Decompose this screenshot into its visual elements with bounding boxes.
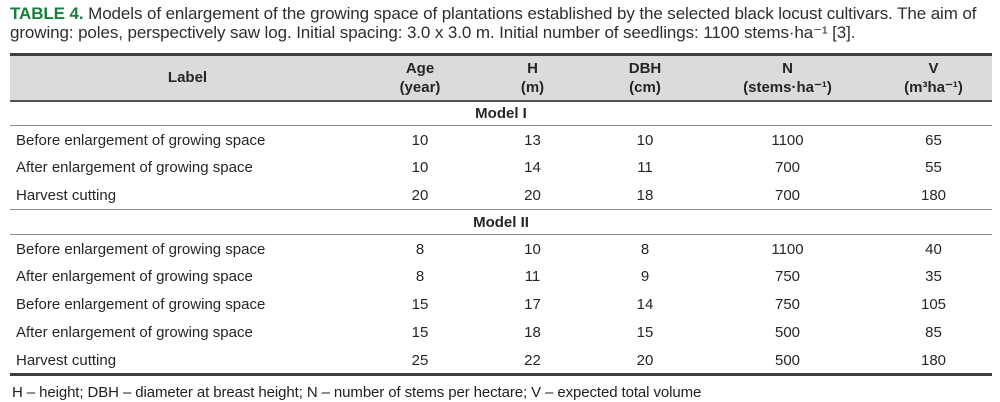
- col-header-label: Label: [10, 54, 365, 102]
- height-cell: 13: [524, 131, 541, 149]
- height-cell: 11: [524, 268, 541, 286]
- stems-cell: 750: [774, 296, 801, 314]
- col-header-unit: (stems·ha⁻¹): [743, 79, 832, 97]
- col-header-volume: V (m³ha⁻¹): [875, 54, 992, 102]
- col-header-age: Age (year): [365, 54, 475, 102]
- section-row-model-1: Model I: [10, 100, 992, 127]
- stems-cell: 1100: [771, 131, 804, 149]
- row-label-cell: Harvest cutting: [16, 187, 117, 205]
- table-row: After enlargement of growing space 8 11 …: [10, 263, 992, 291]
- row-label-cell: After enlargement of growing space: [16, 268, 253, 286]
- table-row: Harvest cutting 25 22 20 500 180: [10, 347, 992, 375]
- section-title: Model I: [10, 100, 992, 127]
- stems-cell: 500: [774, 324, 801, 342]
- stems-cell: 700: [774, 187, 801, 205]
- dbh-cell: 18: [636, 187, 654, 205]
- col-header-unit: (cm): [629, 79, 661, 97]
- dbh-cell: 11: [637, 159, 653, 177]
- age-cell: 8: [415, 268, 425, 286]
- age-cell: 20: [411, 187, 429, 205]
- volume-cell: 65: [925, 131, 942, 149]
- table-row: Harvest cutting 20 20 18 700 180: [10, 182, 992, 210]
- dbh-cell: 14: [636, 296, 654, 314]
- age-cell: 15: [411, 296, 429, 314]
- col-header-unit: (m³ha⁻¹): [904, 79, 963, 97]
- row-label-cell: Before enlargement of growing space: [16, 240, 266, 258]
- table-caption-tag: TABLE 4.: [10, 4, 84, 23]
- row-label-cell: After enlargement of growing space: [16, 324, 253, 342]
- table-caption-text: Models of enlargement of the growing spa…: [10, 4, 977, 42]
- col-header-name: DBH: [628, 59, 662, 77]
- row-label-cell: After enlargement of growing space: [16, 159, 253, 177]
- age-cell: 15: [411, 324, 429, 342]
- col-header-unit: (m): [520, 79, 545, 97]
- age-cell: 10: [411, 159, 429, 177]
- row-label-cell: Before enlargement of growing space: [16, 131, 266, 149]
- height-cell: 18: [524, 324, 541, 342]
- height-cell: 17: [524, 296, 541, 314]
- section-title: Model II: [10, 209, 992, 236]
- height-cell: 10: [524, 240, 541, 258]
- col-header-dbh: DBH (cm): [590, 54, 700, 102]
- table-row: Before enlargement of growing space 8 10…: [10, 235, 992, 263]
- section-row-model-2: Model II: [10, 209, 992, 236]
- volume-cell: 180: [920, 351, 947, 369]
- col-header-name: H: [527, 59, 538, 77]
- volume-cell: 35: [925, 268, 942, 286]
- col-header-name: V: [928, 59, 939, 77]
- col-header-name: N: [782, 59, 793, 77]
- col-header-height: H (m): [475, 54, 590, 102]
- row-label-cell: Before enlargement of growing space: [16, 296, 266, 314]
- col-header-name: Label: [167, 69, 208, 87]
- table-row: Before enlargement of growing space 10 1…: [10, 126, 992, 154]
- volume-cell: 180: [920, 187, 947, 205]
- col-header-stems: N (stems·ha⁻¹): [700, 54, 875, 102]
- dbh-cell: 15: [636, 324, 654, 342]
- volume-cell: 40: [925, 240, 942, 258]
- table-row: After enlargement of growing space 10 14…: [10, 154, 992, 182]
- dbh-cell: 8: [640, 240, 650, 258]
- header-row: Label Age (year) H (m) DBH (cm) N (stems…: [10, 54, 992, 102]
- stems-cell: 750: [774, 268, 801, 286]
- table-caption: TABLE 4. Models of enlargement of the gr…: [8, 4, 992, 42]
- height-cell: 22: [524, 351, 541, 369]
- dbh-cell: 9: [640, 268, 650, 286]
- stems-cell: 700: [774, 159, 801, 177]
- volume-cell: 85: [925, 324, 942, 342]
- stems-cell: 1100: [771, 240, 804, 258]
- height-cell: 14: [524, 159, 541, 177]
- col-header-unit: (year): [399, 79, 441, 97]
- age-cell: 25: [411, 351, 429, 369]
- volume-cell: 105: [920, 296, 947, 314]
- table-row: Before enlargement of growing space 15 1…: [10, 291, 992, 319]
- dbh-cell: 20: [636, 351, 654, 369]
- dbh-cell: 10: [636, 131, 654, 149]
- age-cell: 10: [411, 131, 429, 149]
- col-header-name: Age: [405, 59, 435, 77]
- row-label-cell: Harvest cutting: [16, 351, 117, 369]
- age-cell: 8: [415, 240, 425, 258]
- volume-cell: 55: [925, 159, 942, 177]
- data-table: Label Age (year) H (m) DBH (cm) N (stems…: [10, 53, 992, 377]
- table-footnote: H – height; DBH – diameter at breast hei…: [12, 384, 702, 402]
- height-cell: 20: [524, 187, 541, 205]
- table-row: After enlargement of growing space 15 18…: [10, 319, 992, 347]
- stems-cell: 500: [774, 351, 801, 369]
